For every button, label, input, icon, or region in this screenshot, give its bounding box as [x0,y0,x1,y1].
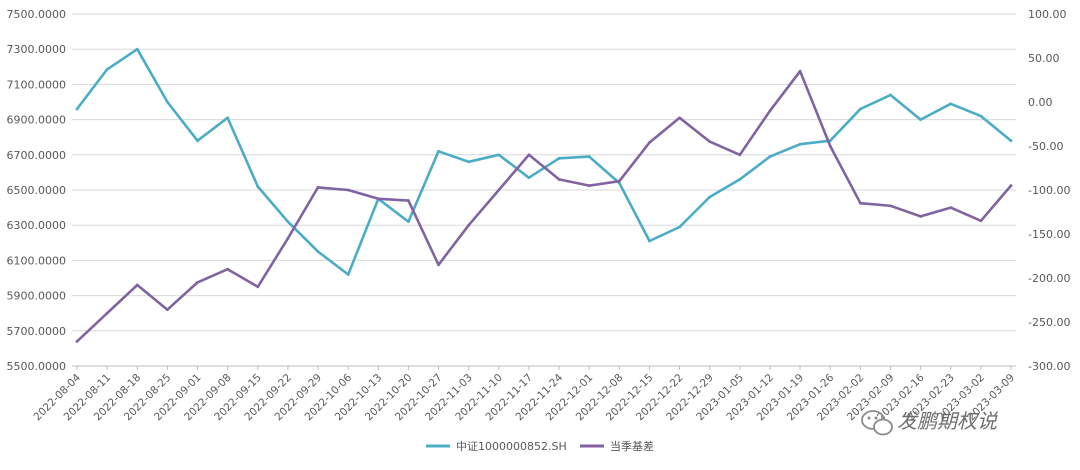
left-tick-label: 6900.0000 [7,114,67,127]
series-0-point [346,273,350,276]
series-0-point [467,160,471,164]
left-tick-label: 6700.0000 [7,149,67,162]
series-1-point [648,141,651,144]
watermark-text: 发鹏期权说 [897,409,999,433]
series-0-point [858,107,862,111]
series-1-point [587,184,591,188]
left-tick-label: 5700.0000 [7,325,67,338]
series-1-point [165,308,169,312]
wechat-icon [861,410,893,436]
series-line-1 [75,69,1013,343]
series-0-point [919,118,923,121]
series-0-point [1009,139,1013,143]
series-0-point [75,107,79,111]
right-y-axis: -300.00 -250.00 -200.00 -150.00 -100.00 -50.0… [1028,8,1070,373]
series-0-point [497,153,501,157]
right-tick-label: 100.00 [1028,8,1067,21]
series-1-point [557,178,561,181]
series-0-point [738,178,742,181]
series-1-point [196,281,199,284]
series-0-point [648,239,651,243]
left-tick-label: 7500.0000 [7,8,67,21]
series-0-point [437,149,440,153]
series-0-point [105,68,109,71]
right-tick-label: -100.00 [1028,184,1070,197]
series-1-point [858,201,862,205]
series-1-point [738,153,742,157]
series-1-point [678,116,681,120]
series-0-point [949,102,953,106]
right-tick-label: -150.00 [1028,228,1070,241]
series-0-point [316,250,320,254]
series-1-point [226,267,230,271]
series-0-point [527,176,531,180]
series-1-point [346,188,350,192]
series-1-point [135,283,139,287]
series-0-point [256,185,260,188]
series-1-point [286,237,290,240]
left-tick-label: 6300.0000 [7,219,67,232]
right-tick-label: 50.00 [1028,52,1060,65]
series-0-point [407,220,410,224]
series-1-point [316,185,320,189]
series-1-point [256,285,260,289]
left-y-axis: 5500.0000 5700.0000 5900.0000 6100.0000 6300… [7,8,67,373]
series-0-point [226,116,230,120]
series-1-point [376,197,380,201]
series-0-point [557,156,561,160]
legend-label-0: 中证1000000852.SH [456,440,567,453]
left-tick-label: 5500.0000 [7,360,67,373]
left-tick-label: 7100.0000 [7,78,67,91]
series-0-point [708,195,712,199]
series-1-point [828,144,832,148]
series-0-point [286,220,290,224]
left-tick-label: 7300.0000 [7,43,67,56]
series-0-point [196,139,199,143]
series-0-point [135,47,139,51]
series-1-point [798,69,802,73]
left-tick-label: 6100.0000 [7,254,67,267]
series-1-point [708,140,712,144]
legend-label-1: 当季基差 [610,439,654,453]
series-0-point [165,100,169,104]
series-1-point [919,215,923,218]
series-1-point [949,206,953,210]
series-0-point [678,225,681,229]
right-tick-label: -50.00 [1028,140,1063,153]
legend: 中证1000000852.SH 当季基差 [426,439,654,453]
right-tick-label: -250.00 [1028,316,1070,329]
right-tick-label: -300.00 [1028,360,1070,373]
left-tick-label: 6500.0000 [7,184,67,197]
series-1-point [437,263,440,267]
series-1-point [617,179,621,183]
series-1-point [105,311,109,315]
series-0-point [587,155,591,158]
series-1-point [467,223,471,227]
series-0-point [979,114,983,118]
series-0-point [798,142,802,146]
watermark: 发鹏期权说 [861,409,999,436]
series-1-point [527,153,531,157]
series-1-point [768,109,772,113]
series-1-point [1009,184,1013,188]
series-lines [75,47,1013,343]
right-tick-label: -200.00 [1028,272,1070,285]
series-0-point [889,93,892,97]
left-tick-label: 5900.0000 [7,290,67,303]
series-1-point [979,219,983,223]
series-1-point [497,188,501,192]
right-tick-label: 0.00 [1028,96,1053,109]
series-1-point [75,339,79,343]
series-1-point [407,199,410,202]
series-0-point [768,155,772,158]
series-1-point [889,204,892,208]
